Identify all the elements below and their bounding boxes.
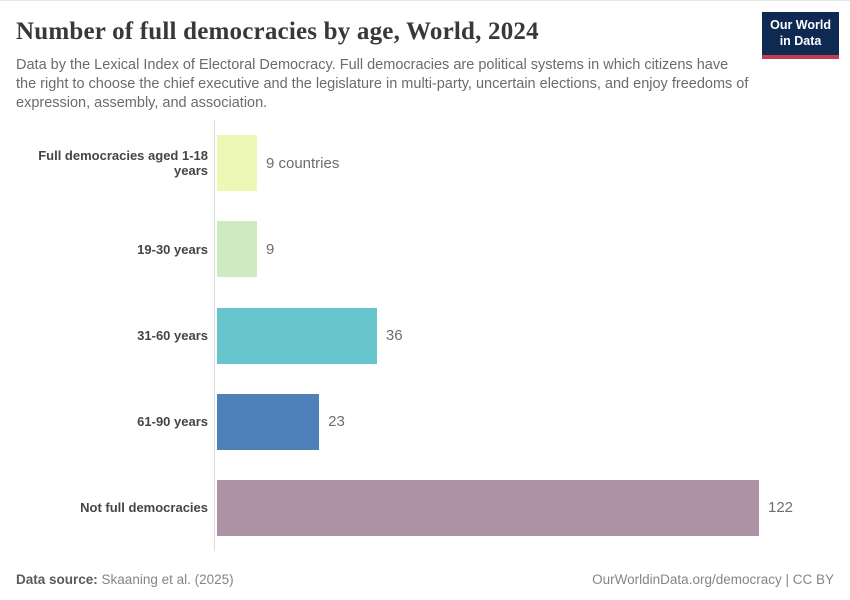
owid-logo-line1: Our World	[770, 18, 831, 32]
chart-row: 61-90 years 23	[16, 378, 850, 465]
category-label: 31-60 years	[137, 328, 208, 343]
bar-cell: 9 countries	[214, 120, 850, 207]
category-label: Not full democracies	[80, 500, 208, 516]
value-label: 23	[328, 413, 345, 431]
data-source-label: Data source:	[16, 572, 98, 587]
category-label: 19-30 years	[137, 241, 208, 257]
value-label: 9	[265, 240, 275, 258]
category-label: 61-90 years	[137, 414, 208, 430]
bar-cell: 23	[214, 378, 850, 465]
value-label: 36	[385, 327, 403, 344]
bar[interactable]	[217, 221, 257, 278]
chart-row: 19-30 years 9	[16, 206, 850, 293]
bar[interactable]	[217, 393, 320, 450]
bar-cell: 9	[214, 206, 850, 293]
owid-logo: Our World in Data	[762, 12, 839, 59]
category-label: Full democracies aged 1-18 years	[38, 148, 208, 179]
chart-title: Number of full democracies by age, World…	[16, 18, 539, 45]
attribution-link[interactable]: OurWorldinData.org/democracy | CC BY	[592, 572, 834, 587]
bar-cell: 36	[214, 292, 850, 379]
value-label: 9 countries	[265, 154, 340, 172]
bar-chart: Full democracies aged 1-18 years 9 count…	[16, 120, 850, 552]
chart-subtitle: Data by the Lexical Index of Electoral D…	[16, 57, 749, 112]
chart-header: Number of full democracies by age, World…	[0, 1, 850, 113]
data-source: Data source: Skaaning et al. (2025)	[16, 572, 234, 587]
owid-logo-line2: in Data	[779, 34, 822, 49]
data-source-value: Skaaning et al. (2025)	[101, 572, 234, 587]
bar[interactable]	[217, 135, 257, 192]
chart-row: 31-60 years 36	[16, 292, 850, 379]
bar[interactable]	[217, 307, 377, 364]
chart-row: Full democracies aged 1-18 years 9 count…	[16, 120, 850, 207]
bar-cell: 122	[214, 464, 850, 552]
chart-row: Not full democracies 122	[16, 464, 850, 552]
bar[interactable]	[217, 479, 759, 536]
chart-footer: Data source: Skaaning et al. (2025) OurW…	[16, 572, 834, 587]
value-label: 122	[768, 499, 794, 517]
